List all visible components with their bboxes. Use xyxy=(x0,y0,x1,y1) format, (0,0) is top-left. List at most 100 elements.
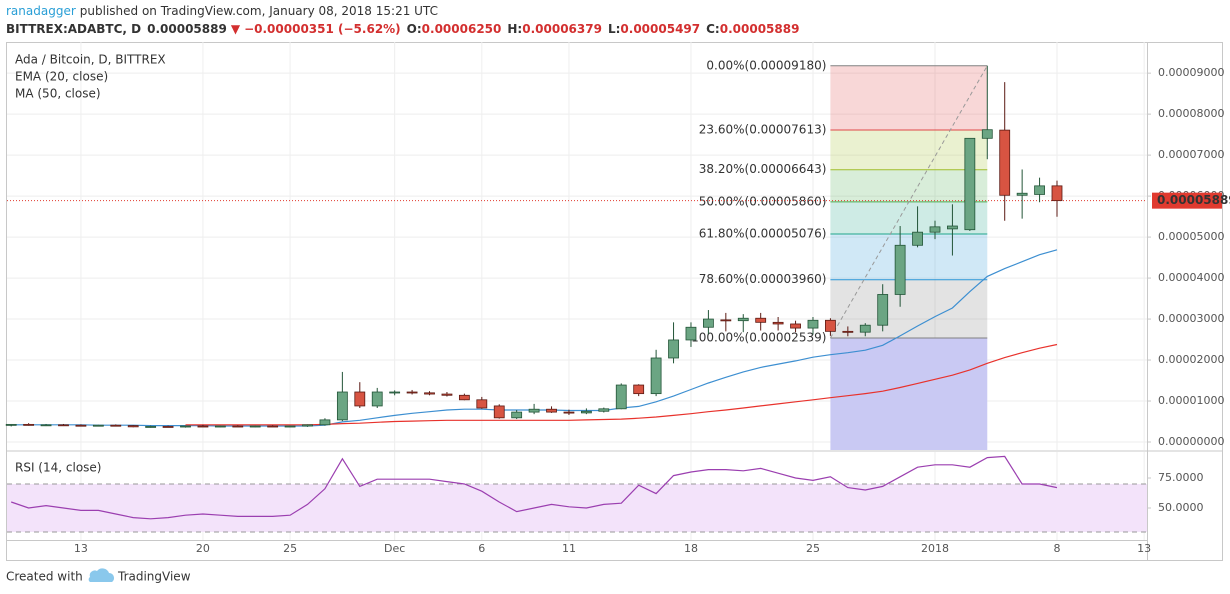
fib-trend-line xyxy=(829,65,988,339)
candle-body xyxy=(232,425,244,428)
candle-body xyxy=(1034,185,1045,195)
logo xyxy=(88,568,115,582)
y-tick-label: 0.00001000 xyxy=(1158,394,1224,407)
ohlc-label: C: xyxy=(706,22,720,36)
byline: ranadagger published on TradingView.com, … xyxy=(6,4,438,18)
fib-band xyxy=(830,233,988,280)
fib-label: 23.60%(0.00007613) xyxy=(699,122,827,136)
fib-band xyxy=(830,129,988,170)
legend-entry: EMA (20, close) xyxy=(15,70,108,84)
candle-body xyxy=(703,318,714,328)
ohlc-label: H: xyxy=(507,22,522,36)
x-tick-label: 8 xyxy=(1054,542,1061,555)
candle-body xyxy=(1016,192,1028,196)
candle-body xyxy=(511,411,523,419)
candle-body xyxy=(180,425,191,428)
arrow: ▼ xyxy=(231,22,241,36)
author[interactable]: ranadagger xyxy=(6,4,76,18)
y-tick-label: 75.0000 xyxy=(1158,471,1204,484)
ohlc-value: 0.00005889 xyxy=(720,22,800,36)
candle-body xyxy=(981,129,993,139)
candle-body xyxy=(737,317,749,322)
candle-body xyxy=(615,384,627,410)
fib-band xyxy=(830,65,988,130)
ohlc-value: 0.00005497 xyxy=(620,22,700,36)
candle-body xyxy=(145,426,157,428)
candle-body xyxy=(23,423,35,426)
last-price-label: 0.00005889 xyxy=(1157,193,1230,207)
fib-extension xyxy=(830,337,988,450)
indicator-line xyxy=(185,343,1058,426)
candle-body xyxy=(197,425,209,428)
candle-body xyxy=(5,423,17,426)
candle-body xyxy=(772,321,784,325)
candle-body xyxy=(336,391,348,421)
candle-body xyxy=(493,405,505,419)
candle-body xyxy=(947,225,958,230)
chart-title: Ada / Bitcoin, D, BITTREX xyxy=(15,53,166,67)
candle-body xyxy=(424,392,435,395)
candle-body xyxy=(458,394,470,401)
fib-label: 0.00%(0.00009180) xyxy=(706,58,826,72)
y-tick-label: 0.00003000 xyxy=(1158,312,1224,325)
candle-body xyxy=(319,419,331,426)
candle-body xyxy=(650,357,662,395)
candle-body xyxy=(580,410,592,414)
candle-body xyxy=(406,391,418,394)
fib-band xyxy=(830,169,988,202)
ohlc-label: L: xyxy=(608,22,620,36)
chart-frame xyxy=(6,42,1223,561)
candle-body xyxy=(162,426,174,428)
x-tick-label: Dec xyxy=(384,542,405,555)
last-price-tag xyxy=(1152,192,1222,209)
x-tick-label: 25 xyxy=(283,542,297,555)
ohlc-value: 0.00006250 xyxy=(422,22,502,36)
candle-body xyxy=(1051,185,1063,202)
plot: 0.00000000 0.00001000 0.00002000 0.00003000… xyxy=(5,42,1230,555)
quote-line: BITTREX:ADABTC, D 0.00005889 ▼ −0.00000351 … xyxy=(6,22,799,36)
candle-body xyxy=(546,408,557,413)
fib-label: 38.20%(0.00006643) xyxy=(699,162,827,176)
footer-text: Created with xyxy=(6,570,83,584)
candle-body xyxy=(371,391,383,407)
candle-body xyxy=(912,231,923,246)
candle-body xyxy=(302,424,313,427)
candle-body xyxy=(825,319,836,332)
y-tick-label: 0.00004000 xyxy=(1158,271,1224,284)
fib-label: 61.80%(0.00005076) xyxy=(699,226,827,240)
ohlc-label: O: xyxy=(407,22,422,36)
candle-body xyxy=(807,319,819,329)
candle-body xyxy=(75,424,87,427)
x-tick-label: 13 xyxy=(74,542,88,555)
candle-body xyxy=(720,319,732,322)
y-tick-label: 0.00002000 xyxy=(1158,353,1224,366)
candle-body xyxy=(214,425,226,428)
symbol: BITTREX:ADABTC, D xyxy=(6,22,141,36)
y-tick-label: 0.00007000 xyxy=(1158,148,1224,161)
candle-body xyxy=(685,326,697,341)
candle-body xyxy=(267,425,279,428)
rsi-title: RSI (14, close) xyxy=(15,461,101,475)
candle-body xyxy=(528,408,540,413)
candle-body xyxy=(354,391,366,407)
fib-label: 78.60%(0.00003960) xyxy=(699,272,827,286)
candle-body xyxy=(755,317,767,323)
candle-body xyxy=(842,330,854,333)
brand[interactable]: TradingView xyxy=(117,570,191,584)
legend-entry: MA (50, close) xyxy=(15,87,101,101)
fib-label: 100.00%(0.00002539) xyxy=(691,330,826,344)
candle-body xyxy=(859,324,871,333)
rsi-band xyxy=(7,484,1147,532)
candle-body xyxy=(790,323,801,329)
candle-body xyxy=(58,424,69,427)
published: published on TradingView.com, January 08… xyxy=(80,4,438,18)
fib-label: 50.00%(0.00005860) xyxy=(699,194,827,208)
candle-body xyxy=(92,424,104,427)
last: 0.00005889 xyxy=(147,22,227,36)
y-tick-label: 0.00000000 xyxy=(1158,435,1224,448)
candle-body xyxy=(563,411,575,414)
x-tick-label: 20 xyxy=(196,542,210,555)
fib-band xyxy=(830,201,988,234)
candle-body xyxy=(668,339,679,359)
